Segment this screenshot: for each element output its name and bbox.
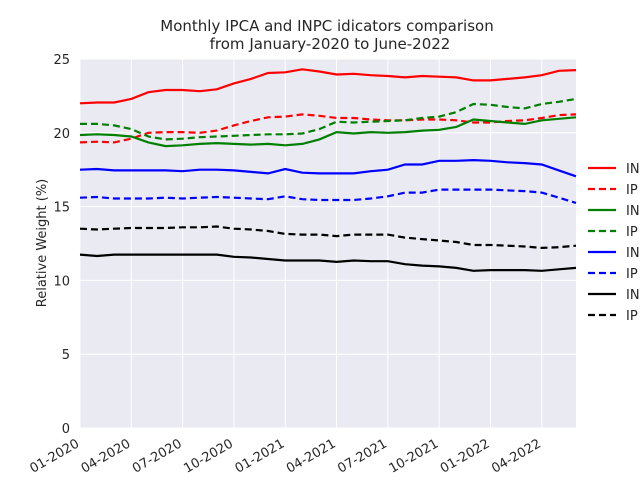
plot-area <box>80 59 576 428</box>
x-tick-label: 07-2021 <box>335 436 390 476</box>
x-tick-label: 10-2021 <box>387 436 442 476</box>
legend-label: IP <box>626 309 638 324</box>
x-tick-label: 04-2022 <box>489 436 544 476</box>
legend-label: IN <box>626 246 640 261</box>
chart-subtitle: from January-2020 to June-2022 <box>210 35 451 53</box>
x-tick-label: 01-2022 <box>438 436 493 476</box>
series-line-5 <box>79 188 577 204</box>
y-tick-label: 25 <box>53 53 70 68</box>
y-tick-label: 5 <box>62 348 70 363</box>
x-tick-label: 01-2020 <box>27 436 82 476</box>
y-tick-label: 0 <box>62 422 70 437</box>
series-line-6 <box>79 253 577 272</box>
y-tick-label: 20 <box>53 127 70 142</box>
legend-label: IP <box>626 183 638 198</box>
legend-label: IN <box>626 204 640 219</box>
grid <box>79 58 576 429</box>
series-line-3 <box>80 97 577 141</box>
series-line-2 <box>79 116 577 148</box>
series-line-7 <box>79 225 577 250</box>
legend-label: IN <box>626 162 640 177</box>
x-tick-label: 07-2020 <box>130 436 185 476</box>
x-tick-label: 04-2020 <box>79 436 134 476</box>
y-ticks: 0 5 10 15 20 25 <box>53 53 70 437</box>
y-tick-label: 15 <box>53 201 70 216</box>
legend-label: IP <box>626 267 638 282</box>
x-tick-label: 01-2021 <box>233 436 288 476</box>
legend-label: IP <box>626 225 638 240</box>
legend-label: IN <box>626 288 640 303</box>
series-line-0 <box>79 68 577 105</box>
y-axis-label: Relative Weight (%) <box>35 179 50 307</box>
legend: IN IP IN IP IN IP IN IP <box>588 162 640 324</box>
chart-title: Monthly IPCA and INPC idicators comparis… <box>160 17 493 35</box>
series-line-4 <box>79 158 577 178</box>
x-tick-label: 10-2020 <box>181 436 236 476</box>
series-lines <box>79 68 577 272</box>
y-tick-label: 10 <box>53 274 70 289</box>
x-tick-label: 04-2021 <box>284 436 339 476</box>
x-ticks: 01-202004-202007-202010-202001-202104-20… <box>27 436 543 476</box>
